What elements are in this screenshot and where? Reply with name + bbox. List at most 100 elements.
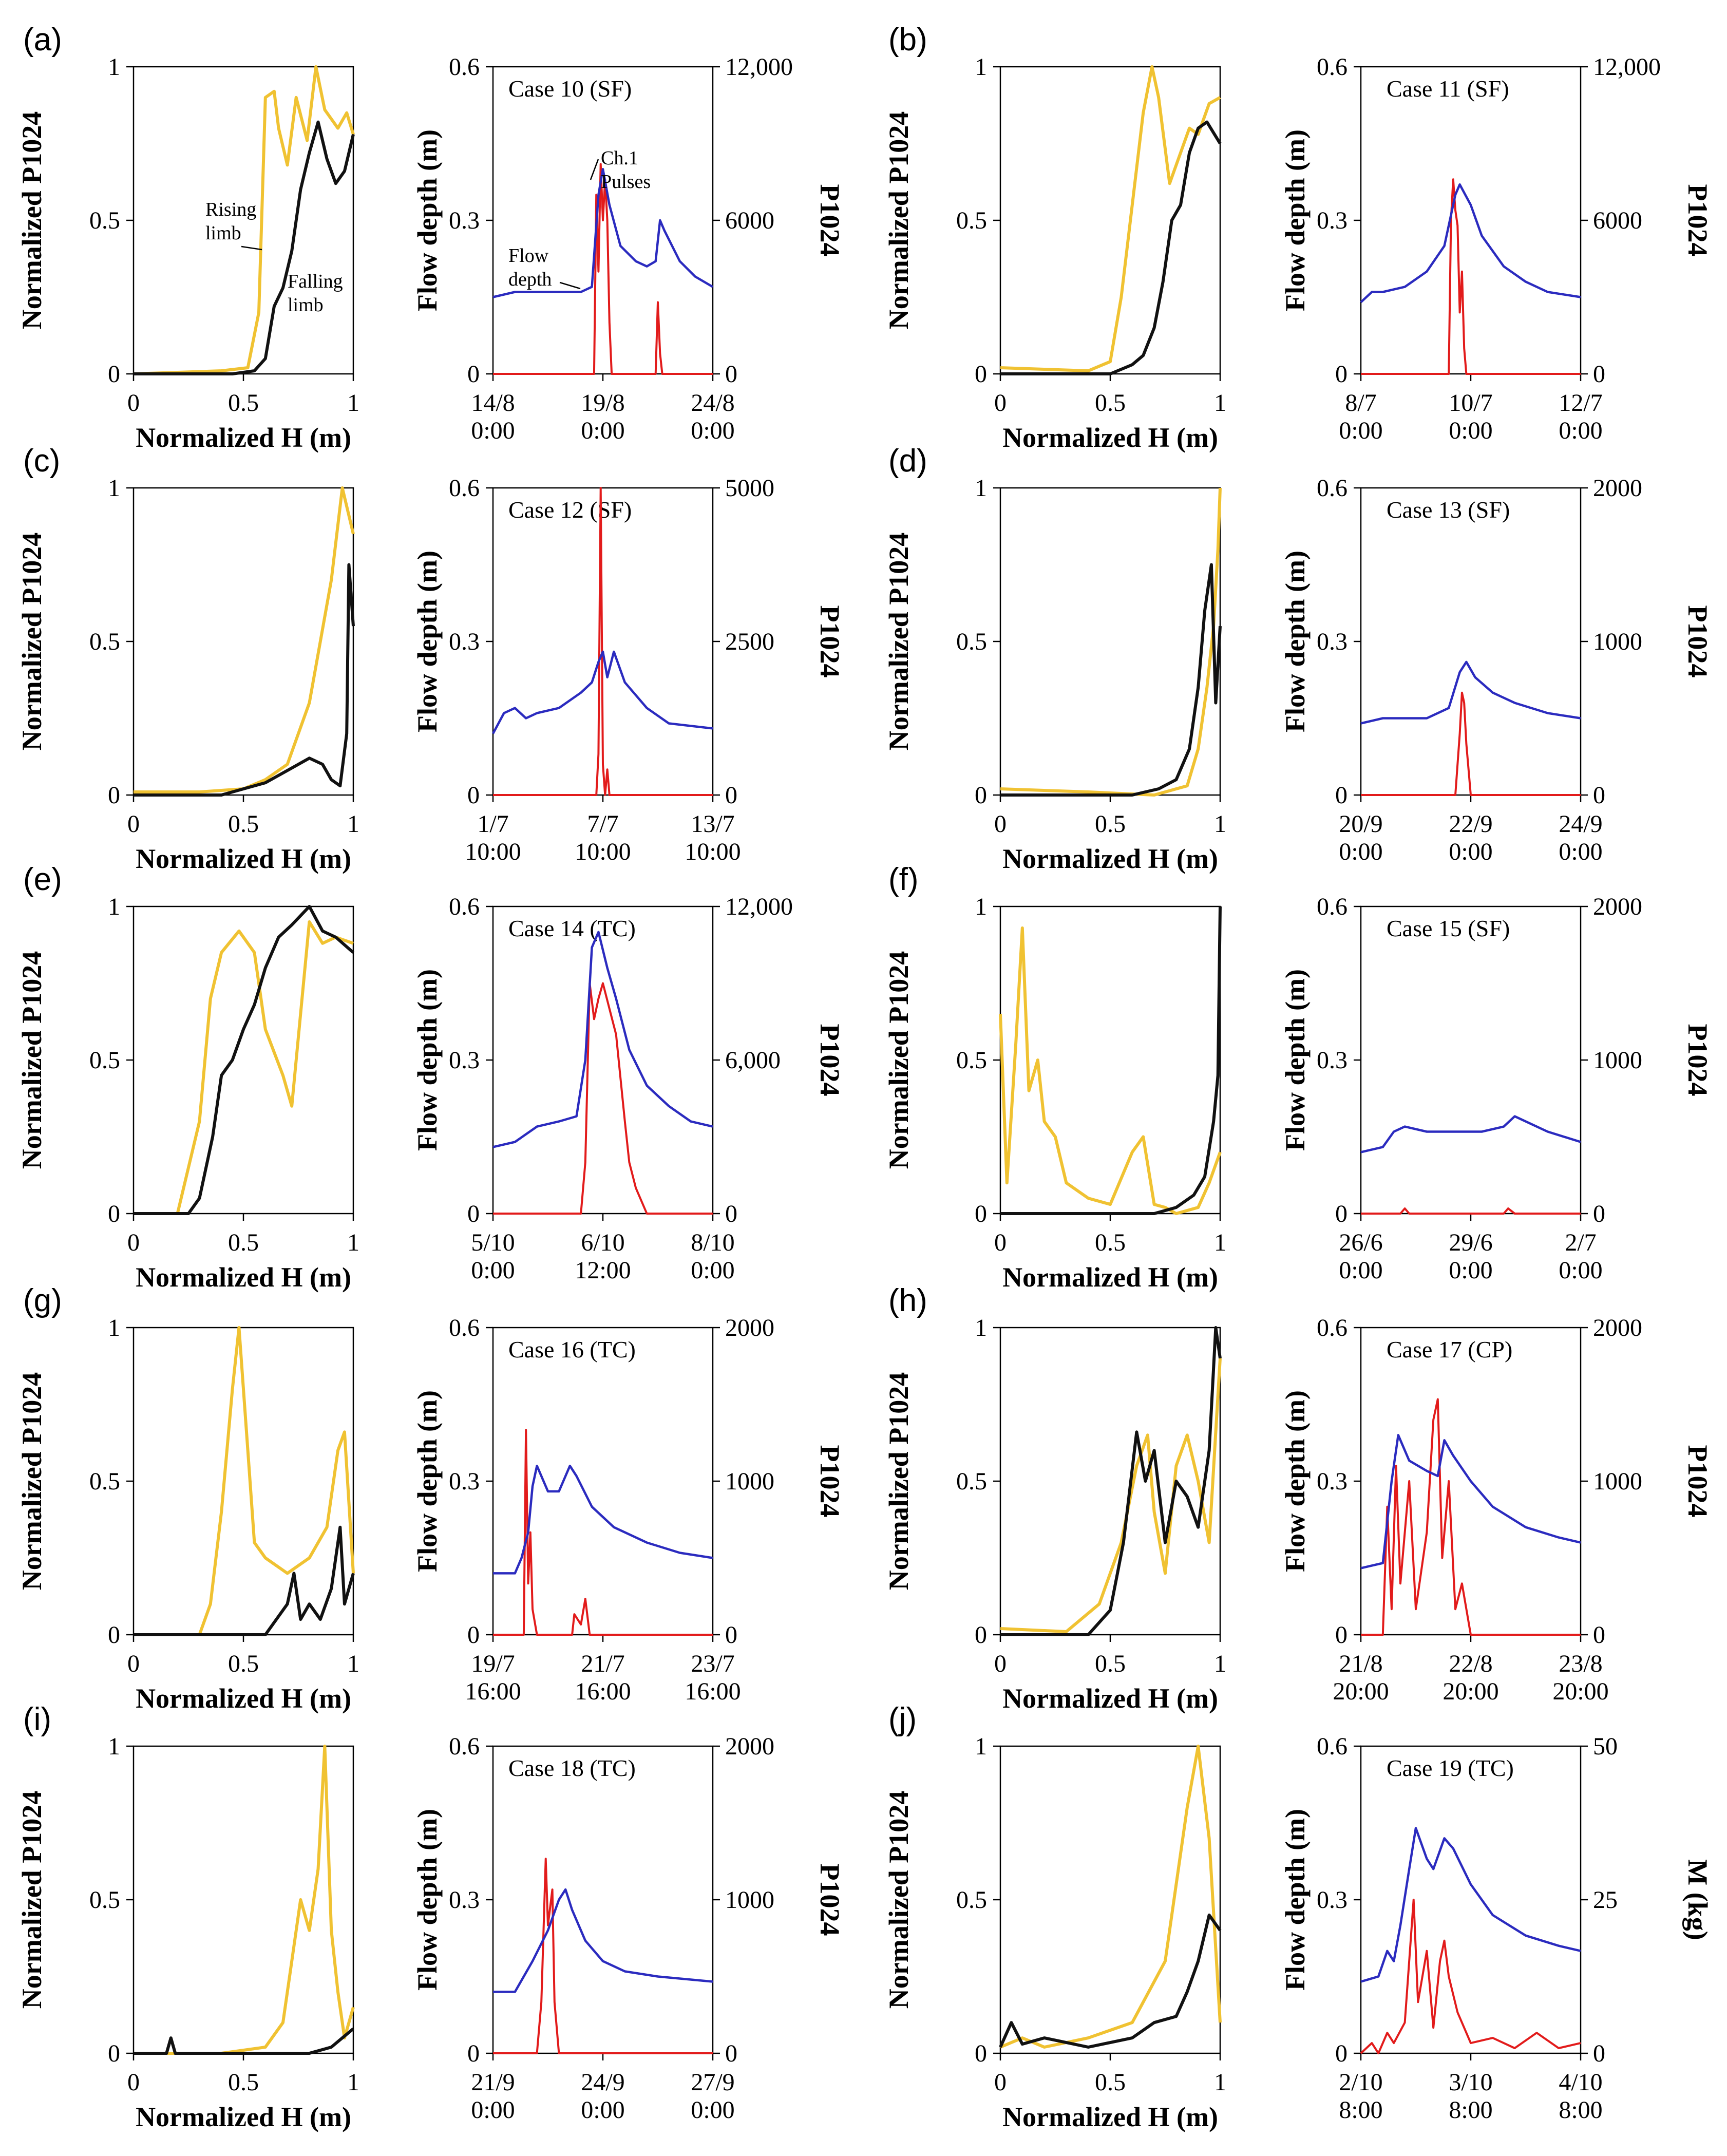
right-axis-label: P1024 <box>814 1024 845 1096</box>
time-tick-label: 10/7 0:00 <box>1449 389 1492 444</box>
case-label: Case 10 (SF) <box>508 75 632 102</box>
y-tick-label: 0 <box>108 1621 120 1649</box>
y-tick-label: 1 <box>108 53 120 81</box>
falling-limb-line <box>134 920 354 1215</box>
panel-label: (g) <box>23 1283 62 1318</box>
pulse-series-line <box>493 1858 713 2054</box>
y-axis-label: Normalized P1024 <box>883 1372 914 1590</box>
right-tick-label: 0 <box>1593 782 1605 809</box>
hysteresis-frame <box>132 66 354 375</box>
y-axis-label: Normalized P1024 <box>16 533 47 750</box>
flow-tick-label: 0.6 <box>1317 475 1348 502</box>
x-tick-label: 0.5 <box>228 389 259 417</box>
flow-tick-label: 0.6 <box>449 475 480 502</box>
time-tick-label: 12/7 0:00 <box>1559 389 1602 444</box>
right-tick-label: 12,000 <box>1593 53 1661 81</box>
y-tick-label: 0.5 <box>956 628 987 655</box>
flow-depth-line <box>492 168 714 298</box>
x-tick-label: 0.5 <box>228 810 259 838</box>
x-tick-label: 0 <box>994 389 1007 417</box>
right-tick-label: 12,000 <box>725 53 793 81</box>
right-tick-label: 25 <box>1593 1886 1618 1914</box>
flow-tick-label: 0.6 <box>1317 893 1348 920</box>
flow-tick-label: 0.3 <box>449 1047 480 1074</box>
flow-depth-line <box>1360 1115 1581 1153</box>
right-tick-label: 6000 <box>725 207 774 234</box>
pulse-series-line <box>493 982 713 1215</box>
y-tick-label: 0.5 <box>89 1886 120 1914</box>
rising-limb-line <box>134 1525 355 1636</box>
right-tick-label: 50 <box>1593 1733 1618 1760</box>
flow-axis-label: Flow depth (m) <box>1280 969 1311 1151</box>
right-axis-label: P1024 <box>1682 1024 1713 1096</box>
right-tick-label: 0 <box>1593 361 1605 388</box>
flow-axis-label: Flow depth (m) <box>1280 1390 1311 1572</box>
hysteresis-frame <box>132 1745 354 2054</box>
right-tick-label: 1000 <box>725 1886 774 1914</box>
flow-depth-line <box>1360 183 1581 304</box>
y-tick-label: 0 <box>975 2040 987 2067</box>
right-tick-label: 2000 <box>1593 893 1642 920</box>
y-axis-label: Normalized P1024 <box>16 1372 47 1590</box>
flow-tick-label: 0 <box>1335 361 1348 388</box>
time-tick-label: 22/9 0:00 <box>1449 810 1492 865</box>
flow-axis-label: Flow depth (m) <box>412 129 443 311</box>
flow-tick-label: 0 <box>467 361 480 388</box>
rising-limb-line <box>134 563 355 797</box>
pulses-annotation: Ch.1 Pulses <box>601 147 651 193</box>
y-axis-label: Normalized P1024 <box>16 1791 47 2009</box>
time-tick-label: 7/7 10:00 <box>575 810 631 865</box>
falling-limb-annotation: Falling limb <box>288 271 343 316</box>
y-tick-label: 1 <box>975 1314 987 1341</box>
timeseries-frame <box>1360 1745 1582 2054</box>
pulse-series-line <box>1361 691 1581 796</box>
y-tick-label: 0 <box>108 2040 120 2067</box>
right-tick-label: 0 <box>1593 1621 1605 1649</box>
case-label: Case 11 (SF) <box>1387 75 1509 102</box>
x-axis-label: Normalized H (m) <box>136 843 351 874</box>
flow-depth-line <box>1360 1434 1581 1569</box>
time-tick-label: 26/6 0:00 <box>1339 1229 1382 1284</box>
x-tick-label: 0 <box>127 2069 140 2096</box>
case-label: Case 17 (CP) <box>1387 1336 1512 1363</box>
right-tick-label: 0 <box>725 2040 737 2067</box>
rising-limb-line <box>1000 120 1222 375</box>
y-tick-label: 1 <box>108 475 120 502</box>
x-tick-label: 1 <box>1214 1229 1226 1256</box>
flow-depth-line <box>1360 660 1581 725</box>
flow-tick-label: 0 <box>1335 2040 1348 2067</box>
x-tick-label: 0.5 <box>1095 810 1126 838</box>
time-tick-label: 24/9 0:00 <box>1559 810 1602 865</box>
right-tick-label: 1000 <box>1593 1468 1642 1495</box>
x-tick-label: 0.5 <box>1095 1650 1126 1677</box>
x-tick-label: 1 <box>1214 810 1226 838</box>
y-tick-label: 1 <box>108 893 120 920</box>
case-label: Case 13 (SF) <box>1387 497 1510 523</box>
x-tick-label: 1 <box>347 389 359 417</box>
y-tick-label: 0 <box>975 782 987 809</box>
y-axis-label: Normalized P1024 <box>16 111 47 329</box>
flow-axis-label: Flow depth (m) <box>1280 551 1311 732</box>
x-axis-label: Normalized H (m) <box>136 2102 351 2132</box>
y-tick-label: 0.5 <box>956 1468 987 1495</box>
x-tick-label: 1 <box>1214 2069 1226 2096</box>
pulse-series-line <box>1361 178 1581 375</box>
panel-label: (h) <box>888 1283 927 1318</box>
rising-limb-annotation: Rising limb <box>205 199 256 244</box>
x-axis-label: Normalized H (m) <box>1002 1262 1218 1293</box>
x-tick-label: 0.5 <box>228 1650 259 1677</box>
case-label: Case 19 (TC) <box>1387 1755 1514 1781</box>
flow-tick-label: 0.6 <box>449 1314 480 1341</box>
right-axis-label: P1024 <box>814 184 845 257</box>
y-axis-label: Normalized P1024 <box>16 951 47 1169</box>
right-tick-label: 6,000 <box>725 1047 781 1074</box>
x-axis-label: Normalized H (m) <box>136 1262 351 1293</box>
time-tick-label: 24/8 0:00 <box>691 389 734 444</box>
flow-tick-label: 0.6 <box>449 1733 480 1760</box>
right-axis-label: P1024 <box>814 1445 845 1518</box>
right-tick-label: 12,000 <box>725 893 793 920</box>
